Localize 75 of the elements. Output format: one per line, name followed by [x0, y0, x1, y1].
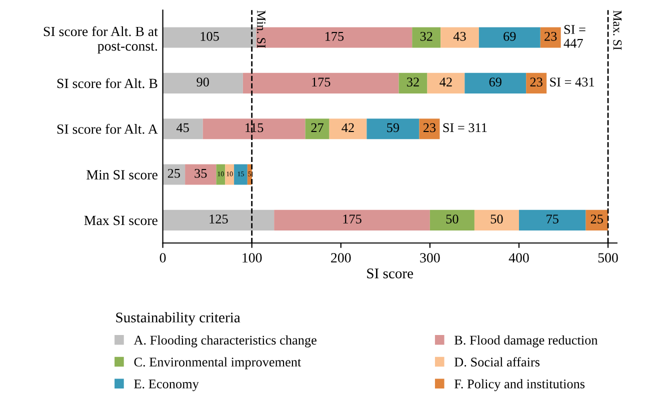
bar	[398, 72, 428, 94]
data-label: 105	[200, 32, 219, 41]
x-tick-label: 0	[160, 253, 166, 262]
bar	[162, 164, 186, 185]
data-label: 27	[311, 123, 324, 132]
data-label: 50	[446, 214, 458, 224]
data-label: 25	[590, 214, 603, 224]
data-label: 45	[176, 123, 189, 132]
bar	[274, 210, 430, 230]
data-label: 43	[453, 32, 466, 41]
bar	[586, 210, 608, 230]
data-label: 59	[387, 123, 400, 132]
bar	[518, 210, 586, 230]
bar	[427, 72, 465, 94]
x-tick-label: 200	[331, 253, 351, 262]
legend-label: B. Flood damage reduction	[454, 335, 598, 348]
y-tick-label: SI score for Alt. A	[57, 124, 158, 134]
x-tick-label: 500	[598, 253, 618, 262]
bar	[329, 118, 367, 140]
data-label: 25	[168, 168, 180, 178]
bar	[162, 118, 203, 140]
y-tick-label: Max SI score	[84, 216, 158, 226]
data-label: 23	[423, 123, 436, 132]
annotation: SI = 311	[443, 123, 487, 132]
data-label: 23	[530, 78, 542, 86]
x-tick-label: 100	[242, 253, 262, 262]
bar	[202, 118, 306, 140]
bar	[440, 27, 479, 48]
data-label: 32	[420, 32, 432, 41]
data-label: 42	[342, 123, 354, 132]
data-label: 125	[210, 214, 228, 224]
bar	[464, 72, 526, 94]
bar	[242, 72, 399, 94]
bar	[185, 164, 216, 185]
legend-label: A. Flooding characteristics change	[134, 335, 316, 348]
bar	[474, 210, 519, 230]
data-label: 35	[194, 168, 207, 178]
data-label: 69	[504, 32, 516, 41]
data-label: 69	[489, 78, 502, 86]
legend-label: C. Environmental improvement	[134, 357, 302, 370]
bar	[540, 27, 561, 48]
y-tick-label: SI score for Alt. B at post-const.	[44, 26, 158, 54]
y-tick-label: Min SI score	[86, 170, 158, 180]
bar	[305, 118, 330, 140]
data-label: 32	[407, 78, 419, 86]
annotation: SI = 431	[550, 78, 594, 86]
x-tick-label: 400	[508, 253, 529, 262]
annotation: SI = 447	[564, 25, 586, 48]
y-tick-label: SI score for Alt. B	[57, 78, 158, 88]
data-label: 175	[312, 78, 330, 86]
data-label: 50	[490, 214, 503, 224]
data-label: 75	[546, 214, 558, 224]
legend-label: F. Policy and institutions	[454, 379, 585, 392]
data-label: 23	[544, 32, 557, 41]
data-label: 175	[325, 32, 344, 41]
bar	[162, 27, 256, 48]
ref-line-label: Max. SI	[613, 10, 622, 50]
legend-label: D. Social affairs	[454, 357, 540, 367]
bar	[366, 118, 420, 140]
x-axis-title: SI score	[367, 268, 414, 278]
ref-line-label: Min. SI	[256, 10, 266, 48]
x-tick-label: 300	[420, 253, 440, 262]
bar	[478, 27, 540, 48]
data-label: 90	[196, 78, 209, 86]
data-label: 175	[343, 214, 362, 224]
bar	[162, 210, 274, 230]
legend-label: E. Economy	[134, 380, 199, 392]
bar	[162, 72, 243, 94]
data-label: 42	[440, 78, 452, 86]
legend-title: Sustainability criteria	[116, 312, 240, 326]
bar	[419, 118, 440, 140]
data-label: 115	[246, 123, 264, 132]
bar	[412, 27, 441, 48]
bar	[526, 72, 547, 94]
bar	[430, 210, 474, 230]
